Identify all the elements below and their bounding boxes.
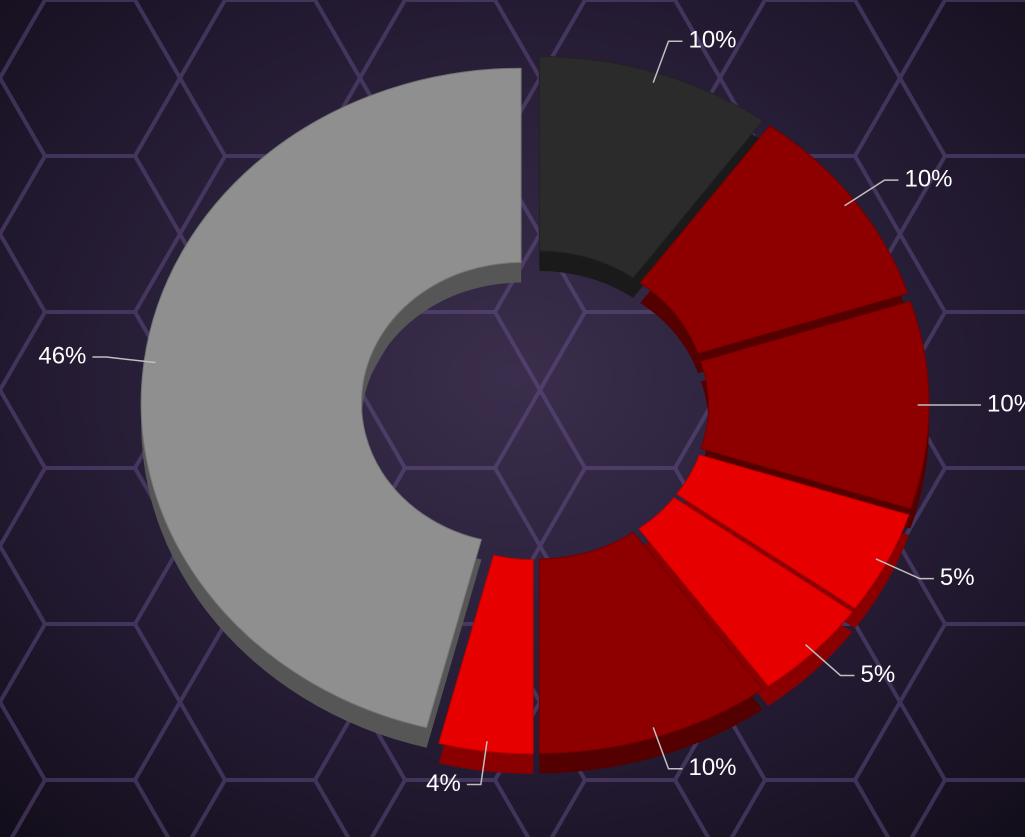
data-label: 10%	[987, 390, 1025, 417]
data-label: 10%	[904, 166, 952, 193]
data-label: 4%	[426, 770, 461, 797]
data-label: 10%	[688, 754, 736, 781]
page: {"chart_data": {"type": "doughnut", "val…	[0, 0, 1025, 837]
data-label: 46%	[38, 342, 86, 369]
data-label: 10%	[688, 27, 736, 54]
data-label: 5%	[940, 564, 975, 591]
data-label: 5%	[860, 661, 895, 688]
chart: 10% 10% 10% 5% 5% 10% 4% 46%	[0, 0, 1025, 837]
